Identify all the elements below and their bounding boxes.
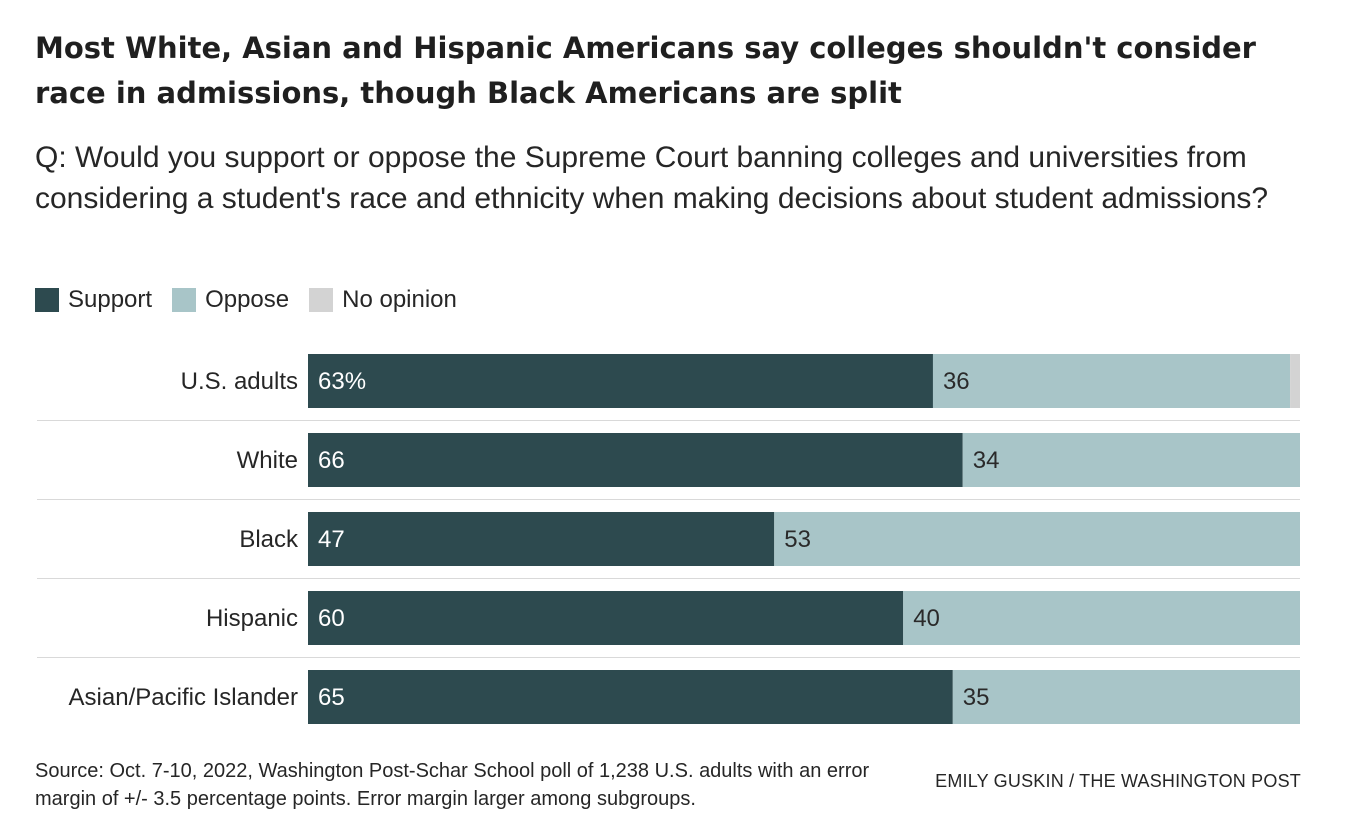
data-label: 40 bbox=[913, 605, 940, 632]
data-label: 35 bbox=[963, 684, 990, 711]
chart-title: Most White, Asian and Hispanic Americans… bbox=[35, 31, 1256, 110]
data-label: 60 bbox=[318, 605, 345, 632]
legend-item-no-opinion: No opinion bbox=[309, 286, 457, 314]
legend-swatch-oppose bbox=[172, 288, 197, 312]
data-label: 34 bbox=[973, 447, 1000, 474]
bar-segment-oppose bbox=[952, 670, 1300, 724]
bar-segment-no-opinion bbox=[1290, 354, 1300, 408]
category-label: Asian/Pacific Islander bbox=[69, 684, 298, 711]
data-label: 53 bbox=[784, 526, 811, 553]
bar-segment-support bbox=[308, 433, 963, 487]
data-label: 66 bbox=[318, 447, 345, 474]
bar-segment-support bbox=[308, 512, 775, 566]
data-label: 47 bbox=[318, 526, 345, 553]
bar-segment-oppose bbox=[903, 591, 1300, 645]
legend-item-support: Support bbox=[35, 286, 152, 314]
bar-segment-oppose bbox=[962, 433, 1300, 487]
legend-label-support: Support bbox=[68, 286, 153, 313]
bar-segment-support bbox=[308, 670, 953, 724]
stacked-bar-chart: U.S. adults 63% 36 White 66 34 Black 47 53 Hispan… bbox=[37, 354, 1300, 724]
category-label: Hispanic bbox=[206, 605, 298, 632]
category-label: White bbox=[237, 447, 298, 474]
data-label: 63% bbox=[318, 368, 366, 395]
legend: Support Oppose No opinion bbox=[35, 286, 477, 314]
legend-label-no-opinion: No opinion bbox=[342, 286, 457, 313]
chart-subtitle: Q: Would you support or oppose the Supre… bbox=[35, 141, 1269, 215]
bar-segment-support bbox=[308, 354, 933, 408]
bar-segment-oppose bbox=[774, 512, 1300, 566]
data-label: 36 bbox=[943, 368, 970, 395]
data-label: 65 bbox=[318, 684, 345, 711]
category-label: Black bbox=[239, 526, 299, 553]
bar-segment-oppose bbox=[932, 354, 1291, 408]
legend-swatch-no-opinion bbox=[309, 288, 334, 312]
legend-label-oppose: Oppose bbox=[205, 286, 290, 313]
category-label: U.S. adults bbox=[181, 368, 298, 395]
bar-segment-support bbox=[308, 591, 904, 645]
credit-line: EMILY GUSKIN / THE WASHINGTON POST bbox=[935, 771, 1301, 791]
source-note: Source: Oct. 7-10, 2022, Washington Post… bbox=[35, 760, 870, 810]
legend-item-oppose: Oppose bbox=[172, 286, 289, 314]
legend-swatch-support bbox=[35, 288, 59, 312]
